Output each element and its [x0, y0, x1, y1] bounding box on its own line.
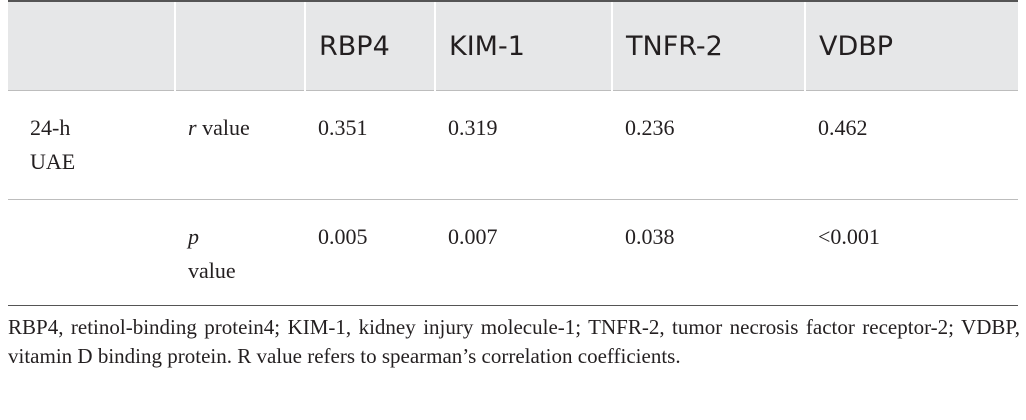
stat-symbol: r	[188, 115, 197, 140]
header-row: RBP4 KIM-1 TNFR-2 VDBP	[8, 0, 1018, 91]
data-table: RBP4 KIM-1 TNFR-2 VDBP 24-h UAE r value 0.351…	[8, 0, 1018, 306]
value-cell: 0.236	[612, 90, 805, 200]
value-cell: 0.462	[805, 90, 1018, 200]
group-cell: 24-h UAE	[8, 90, 175, 200]
group-label: 24-h UAE	[30, 115, 76, 174]
table-row: p value 0.005 0.007 0.038 <0.001	[8, 199, 1018, 306]
value-cell: 0.319	[435, 90, 612, 200]
column-header: TNFR-2	[611, 0, 805, 91]
column-header: RBP4	[304, 0, 435, 91]
value-cell: 0.007	[435, 199, 612, 306]
column-header: KIM-1	[434, 0, 612, 91]
stat-text: value	[202, 115, 250, 140]
footnote: RBP4, retinol-binding protein4; KIM-1, k…	[8, 315, 1020, 368]
header-cell	[174, 0, 305, 91]
value-cell: 0.351	[305, 90, 435, 200]
stat-cell: r value	[175, 90, 305, 200]
column-header: VDBP	[804, 0, 1018, 91]
table-row: 24-h UAE r value 0.351 0.319 0.236 0.462	[8, 90, 1018, 200]
value-cell: 0.005	[305, 199, 435, 306]
value-cell: 0.038	[612, 199, 805, 306]
stat-text: value	[188, 258, 236, 283]
header-cell	[8, 0, 175, 91]
stat-symbol: p	[188, 224, 199, 249]
stat-cell: p value	[175, 199, 305, 306]
value-cell: <0.001	[805, 199, 1018, 306]
table-body: 24-h UAE r value 0.351 0.319 0.236 0.462 p val…	[8, 90, 1018, 306]
group-cell	[8, 199, 175, 306]
